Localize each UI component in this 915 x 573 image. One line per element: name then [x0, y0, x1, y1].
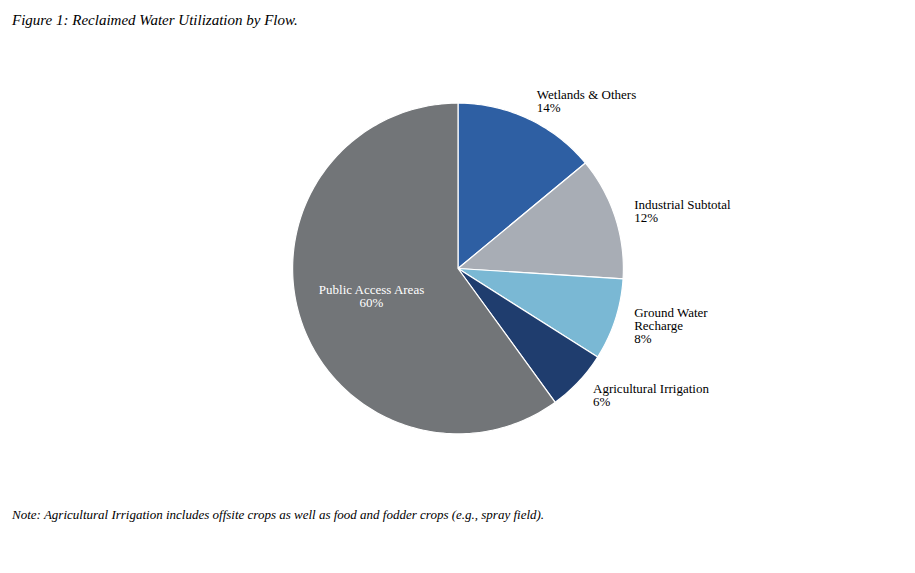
svg-text:Ground WaterRecharge8%: Ground WaterRecharge8% [634, 305, 708, 346]
svg-text:Public Access Areas60%: Public Access Areas60% [319, 282, 424, 310]
svg-text:Wetlands & Others14%: Wetlands & Others14% [537, 87, 636, 115]
svg-text:Industrial Subtotal12%: Industrial Subtotal12% [634, 197, 731, 225]
svg-text:Agricultural Irrigation6%: Agricultural Irrigation6% [593, 381, 709, 409]
html-text:Note: Agricultural Irrigation: Note: Agricultural Irrigation includes o… [12, 507, 545, 522]
html-text:Figure 1: Reclaimed Water Util: Figure 1: Reclaimed Water Utilization by… [12, 12, 298, 28]
